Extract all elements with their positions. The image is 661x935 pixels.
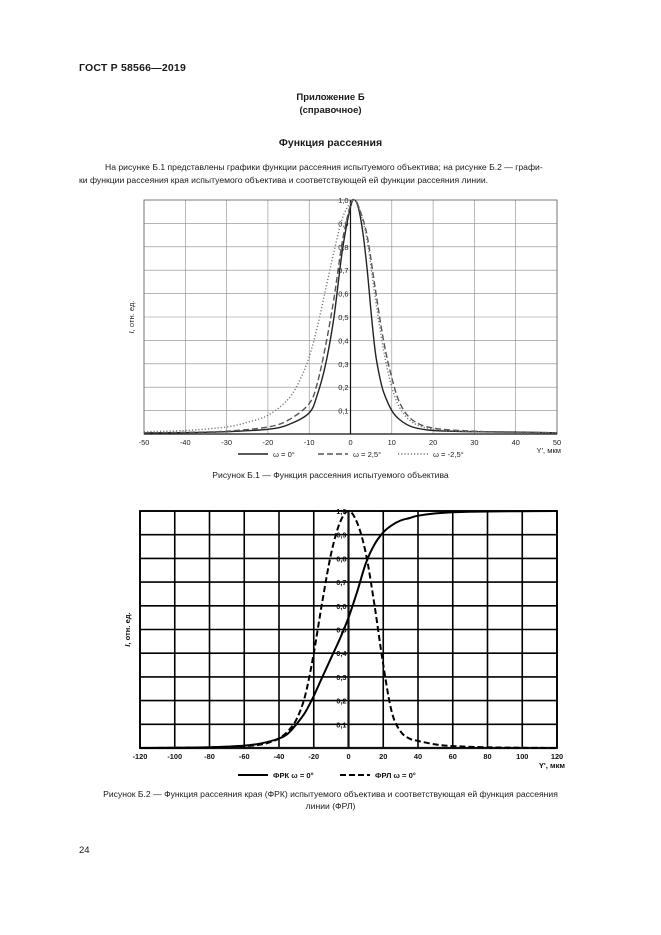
standard-header: ГОСТ Р 58566—2019 xyxy=(79,62,187,74)
x-tick-label: 10 xyxy=(388,438,396,447)
legend-label-1: ω = 0° xyxy=(273,450,295,459)
section-title: Функция рассеяния xyxy=(278,137,383,149)
x-tick-label: 0 xyxy=(348,438,352,447)
y-tick-label: 0,7 xyxy=(338,266,348,275)
intro-paragraph: На рисунке Б.1 представлены графики функ… xyxy=(79,161,619,187)
annex-kind: (справочное) xyxy=(299,105,362,116)
series-line-1 xyxy=(143,199,558,434)
x-tick-label: 20 xyxy=(379,752,387,761)
x-tick-label: 0 xyxy=(346,752,350,761)
y-axis-label-symbol: I xyxy=(127,330,136,333)
x-tick-label: 60 xyxy=(449,752,457,761)
y-axis-label-symbol: I xyxy=(123,644,132,647)
y-tick-label: 0,7 xyxy=(336,578,346,587)
x-tick-label: -50 xyxy=(139,438,150,447)
x-tick-label: -40 xyxy=(274,752,285,761)
figure-2-chart: -120 -100 -80 -60 -40 -20 0 20 40 60 80 100 120 0,1 0,… xyxy=(123,507,566,780)
y-tick-label: 1,0 xyxy=(338,196,348,205)
y-axis-label-unit: , отн. ед. xyxy=(123,612,132,644)
x-tick-label: 50 xyxy=(553,438,561,447)
y-tick-label: 0,2 xyxy=(338,383,348,392)
page-number: 24 xyxy=(79,845,90,856)
x-tick-label: -20 xyxy=(263,438,274,447)
x-axis-label: Y', мкм xyxy=(537,446,562,455)
y-tick-label: 0,5 xyxy=(338,313,348,322)
x-tick-label: -40 xyxy=(180,438,191,447)
y-tick-label: 0,9 xyxy=(338,219,348,228)
series-line-1 xyxy=(139,510,558,749)
y-tick-label: 0,5 xyxy=(336,626,346,635)
series-line-2 xyxy=(139,510,558,749)
series-line-3 xyxy=(143,198,558,434)
annex-title: Приложение Б xyxy=(296,92,365,103)
x-tick-label: -60 xyxy=(239,752,250,761)
x-tick-label: 80 xyxy=(483,752,491,761)
legend-label-2: ФРЛ ω = 0° xyxy=(375,771,416,780)
y-tick-label: 0,9 xyxy=(336,531,346,540)
x-tick-label: 40 xyxy=(512,438,520,447)
x-tick-label: 120 xyxy=(551,752,563,761)
x-tick-label: -30 xyxy=(221,438,232,447)
x-tick-label: 100 xyxy=(516,752,528,761)
y-tick-label: 0,2 xyxy=(336,697,346,706)
x-tick-label: -20 xyxy=(308,752,319,761)
y-axis-label: I, отн. ед. xyxy=(123,612,132,646)
y-tick-label: 0,4 xyxy=(336,649,347,658)
y-axis-label-unit: , отн. ед. xyxy=(127,301,136,332)
paragraph-line-1: На рисунке Б.1 представлены графики функ… xyxy=(105,162,543,172)
y-tick-label: 1,0 xyxy=(336,507,346,516)
y-tick-label: 0,6 xyxy=(338,290,348,299)
figure-1-caption: Рисунок Б.1 — Функция рассеяния испытуем… xyxy=(212,470,449,480)
legend-label-1: ФРК ω = 0° xyxy=(273,771,314,780)
y-tick-label: 0,1 xyxy=(338,407,348,416)
y-tick-label: 0,3 xyxy=(336,673,346,682)
x-tick-label: -80 xyxy=(204,752,215,761)
legend-label-2: ω = 2,5° xyxy=(353,450,381,459)
y-tick-label: 0,8 xyxy=(336,554,346,563)
y-axis-label: I, отн. ед. xyxy=(127,301,136,334)
y-tick-label: 0,4 xyxy=(338,336,348,345)
x-tick-label: -120 xyxy=(133,752,148,761)
x-tick-label: 20 xyxy=(429,438,437,447)
x-tick-label: -100 xyxy=(167,752,182,761)
x-tick-label: 40 xyxy=(414,752,422,761)
x-tick-label: 30 xyxy=(470,438,478,447)
legend-label-3: ω = -2,5° xyxy=(433,450,464,459)
y-tick-label: 0,3 xyxy=(338,360,348,369)
y-tick-label: 0,6 xyxy=(336,602,346,611)
figure-1-chart: -50 -40 -30 -20 -10 0 10 20 30 40 50 0,1 0,2 0,3 0,4 0,… xyxy=(127,196,562,459)
x-axis-label: Y', мкм xyxy=(539,761,566,770)
figure-2-caption-line-2: линии (ФРЛ) xyxy=(305,801,356,811)
paragraph-line-2: ки функции рассеяния края испытуемого об… xyxy=(79,175,489,185)
figure-2-caption-line-1: Рисунок Б.2 — Функция рассеяния края (ФР… xyxy=(103,789,558,799)
x-tick-label: -10 xyxy=(304,438,315,447)
y-tick-label: 0,1 xyxy=(336,720,346,729)
